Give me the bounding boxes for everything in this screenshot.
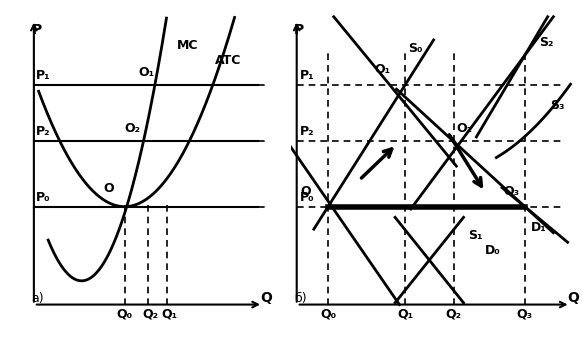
Text: б): б) xyxy=(294,292,307,305)
Text: O: O xyxy=(300,185,311,198)
Text: S₂: S₂ xyxy=(539,37,553,49)
Text: P: P xyxy=(31,23,42,37)
Text: O₁: O₁ xyxy=(138,66,154,79)
Text: O₂: O₂ xyxy=(125,122,140,136)
Text: P₁: P₁ xyxy=(36,69,51,82)
Text: ATC: ATC xyxy=(215,54,242,67)
Text: P₁: P₁ xyxy=(300,69,314,82)
Text: Q₀: Q₀ xyxy=(116,307,133,321)
Text: Q: Q xyxy=(567,290,580,305)
Text: D₁: D₁ xyxy=(531,221,546,235)
Text: P₀: P₀ xyxy=(36,191,51,204)
Text: а): а) xyxy=(31,292,44,305)
Text: S₃: S₃ xyxy=(551,99,565,112)
Text: O₂: O₂ xyxy=(456,122,473,136)
Text: Q₂: Q₂ xyxy=(143,307,159,321)
Text: O₁: O₁ xyxy=(375,63,391,76)
Text: O₃: O₃ xyxy=(503,185,519,198)
Text: P₀: P₀ xyxy=(300,191,314,204)
Text: Q₂: Q₂ xyxy=(446,307,462,321)
Text: D₀: D₀ xyxy=(485,244,501,257)
Text: S₀: S₀ xyxy=(408,42,423,55)
Text: P: P xyxy=(294,23,304,37)
Text: P₂: P₂ xyxy=(300,126,314,138)
Text: Q: Q xyxy=(261,290,272,305)
Text: O: O xyxy=(103,182,113,195)
Text: MC: MC xyxy=(177,39,198,52)
Text: Q₀: Q₀ xyxy=(320,307,336,321)
Text: Q₃: Q₃ xyxy=(517,307,533,321)
Text: Q₁: Q₁ xyxy=(397,307,413,321)
Text: Q₁: Q₁ xyxy=(162,307,178,321)
Text: P₂: P₂ xyxy=(36,126,51,138)
Text: S₁: S₁ xyxy=(468,229,482,242)
